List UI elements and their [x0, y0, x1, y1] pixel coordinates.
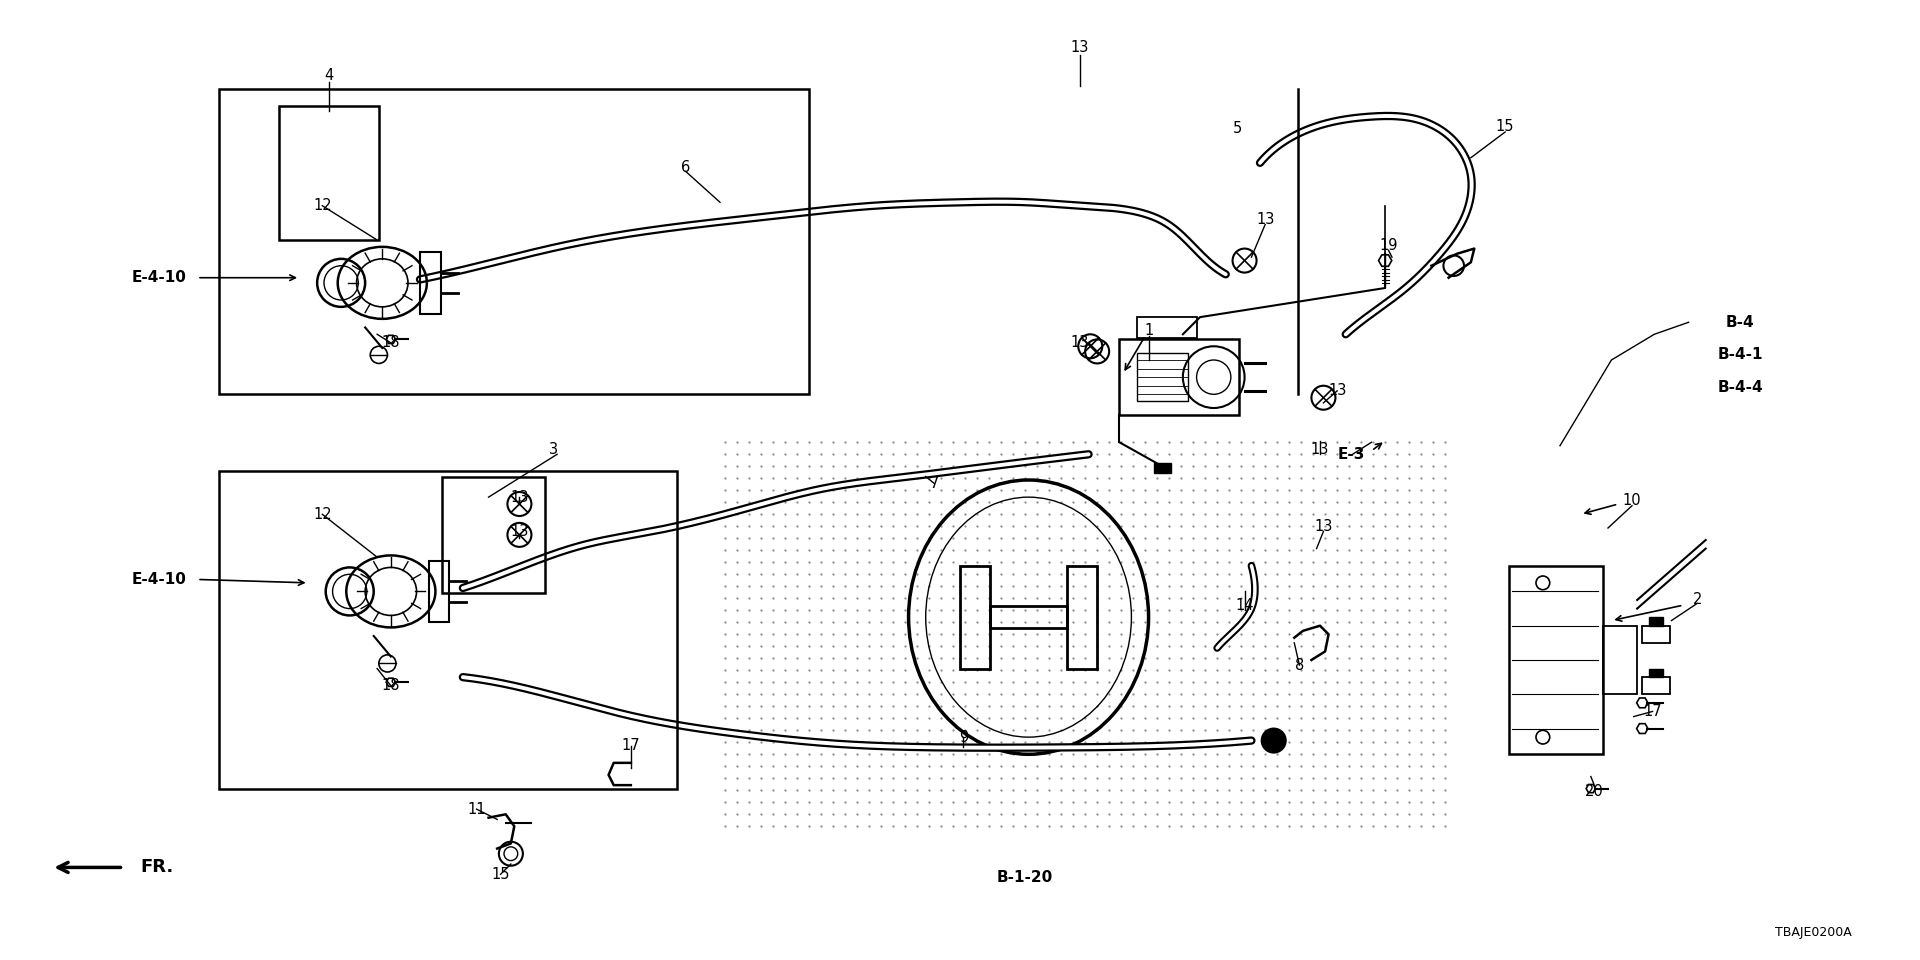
Bar	[1649, 668, 1663, 677]
Text: B-4-1: B-4-1	[1716, 348, 1763, 362]
Bar	[1137, 353, 1188, 401]
Text: B-4: B-4	[1726, 315, 1755, 330]
Bar	[428, 561, 449, 622]
Text: 17: 17	[622, 738, 639, 754]
Text: 12: 12	[313, 507, 332, 522]
Circle shape	[1261, 729, 1286, 753]
Text: 13: 13	[1071, 335, 1089, 350]
Text: 11: 11	[467, 802, 486, 817]
Text: 18: 18	[382, 678, 399, 693]
Text: B-1-20: B-1-20	[996, 870, 1054, 885]
Bar	[1642, 626, 1670, 643]
Text: 13: 13	[511, 490, 528, 505]
Text: 6: 6	[682, 160, 691, 176]
Text: 8: 8	[1294, 658, 1304, 673]
Text: 10: 10	[1622, 493, 1642, 508]
Bar	[1509, 565, 1603, 755]
Text: 19: 19	[1379, 238, 1398, 252]
Text: 13: 13	[1315, 518, 1332, 534]
Bar	[1603, 626, 1638, 694]
Text: 20: 20	[1584, 784, 1603, 800]
Text: E-3: E-3	[1336, 446, 1365, 462]
Text: 17: 17	[1644, 704, 1663, 719]
Text: 15: 15	[492, 867, 511, 882]
Bar	[1154, 463, 1171, 473]
Text: 7: 7	[929, 476, 939, 491]
Text: 2: 2	[1692, 592, 1701, 608]
Text: E-4-10: E-4-10	[132, 572, 186, 587]
Bar	[991, 606, 1068, 629]
Text: 13: 13	[1311, 442, 1329, 457]
Text: 16: 16	[1265, 738, 1283, 754]
Text: 15: 15	[1496, 119, 1515, 134]
Bar	[1642, 677, 1670, 694]
Text: 13: 13	[1256, 212, 1275, 227]
Text: E-4-10: E-4-10	[132, 270, 186, 285]
Text: 13: 13	[1071, 40, 1089, 56]
Bar	[960, 565, 991, 668]
Text: 13: 13	[1329, 383, 1346, 398]
Text: 14: 14	[1235, 598, 1254, 612]
Bar	[420, 252, 440, 314]
Text: 18: 18	[382, 335, 399, 350]
Text: 1: 1	[1144, 324, 1154, 338]
Bar	[1649, 617, 1663, 626]
Text: FR.: FR.	[140, 858, 175, 876]
Text: 13: 13	[511, 524, 528, 539]
Bar	[442, 476, 545, 593]
Text: 3: 3	[549, 442, 559, 457]
Bar	[1137, 317, 1196, 338]
Bar	[1068, 565, 1096, 668]
Text: TBAJE0200A: TBAJE0200A	[1774, 926, 1851, 940]
Text: 5: 5	[1233, 121, 1242, 136]
Bar	[280, 107, 378, 240]
Bar	[1119, 340, 1240, 415]
Text: 4: 4	[324, 68, 334, 83]
Text: B-4-4: B-4-4	[1716, 380, 1763, 395]
Text: 9: 9	[958, 730, 968, 745]
Text: 12: 12	[313, 198, 332, 213]
